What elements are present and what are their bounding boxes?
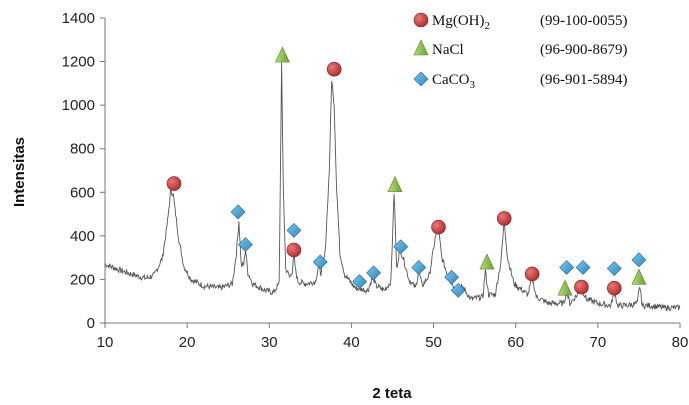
x-tick-label: 50 <box>425 334 442 351</box>
x-tick-label: 70 <box>590 334 607 351</box>
diamond-peak-marker <box>393 239 409 255</box>
x-ticks: 10 20 30 40 50 60 70 80 <box>97 323 689 351</box>
legend-label: CaCO <box>432 72 470 88</box>
legend-label: Mg(OH) <box>432 13 485 29</box>
y-tick-label: 800 <box>70 141 95 158</box>
triangle-peak-marker <box>479 253 495 270</box>
diamond-peak-marker <box>450 282 466 298</box>
legend-card-code: (96-901-5894) <box>540 72 627 88</box>
legend-circle-icon <box>413 12 429 28</box>
circle-peak-marker <box>166 176 182 191</box>
diamond-peak-marker <box>411 260 427 275</box>
diamond-peak-marker <box>230 204 246 220</box>
x-tick-label: 40 <box>343 334 360 351</box>
circle-peak-marker <box>326 61 342 77</box>
diamond-peak-marker <box>559 260 575 275</box>
circle-peak-marker <box>606 280 622 296</box>
triangle-peak-marker <box>631 268 647 285</box>
diamond-peak-marker <box>286 222 302 238</box>
triangle-peak-marker <box>557 279 573 296</box>
y-tick-label: 1000 <box>62 97 95 114</box>
circle-peak-marker <box>574 279 589 295</box>
x-axis-title: 2 teta <box>372 385 412 402</box>
legend-card-code: (99-100-0055) <box>540 13 627 29</box>
diamond-peak-marker <box>444 269 460 285</box>
legend-label: NaCl <box>432 42 464 58</box>
triangle-peak-marker <box>387 176 403 193</box>
legend-diamond-icon <box>413 71 429 87</box>
legend-card-code: (96-900-8679) <box>540 42 627 58</box>
legend: Mg(OH) 2 (99-100-0055) NaCl (96-900-8679) CaC… <box>413 12 627 91</box>
circle-peak-marker <box>286 242 302 258</box>
y-tick-label: 0 <box>87 315 95 332</box>
y-tick-label: 1400 <box>62 10 95 27</box>
circle-peak-marker <box>524 266 540 282</box>
circle-peak-marker <box>431 219 446 235</box>
diamond-peak-marker <box>606 261 622 276</box>
axes <box>104 18 680 324</box>
legend-label-subscript: 2 <box>485 20 491 32</box>
y-axis-title: Intensitas <box>11 137 28 207</box>
series-layer <box>104 62 681 312</box>
diamond-peak-marker <box>366 265 382 281</box>
legend-label-subscript: 3 <box>470 79 476 91</box>
diamond-peak-marker <box>352 274 368 290</box>
diamond-peak-marker <box>238 237 253 252</box>
x-tick-label: 80 <box>672 334 689 351</box>
y-tick-label: 600 <box>70 184 95 201</box>
circle-peak-marker <box>496 211 512 226</box>
x-tick-label: 60 <box>507 334 524 351</box>
peak-markers <box>166 46 647 298</box>
xrd-trace-line <box>104 62 681 312</box>
triangle-peak-marker <box>274 46 290 63</box>
x-tick-label: 20 <box>179 334 196 351</box>
diamond-peak-marker <box>312 254 328 270</box>
y-tick-label: 1200 <box>62 54 95 71</box>
diamond-peak-marker <box>575 260 591 275</box>
x-tick-label: 30 <box>261 334 278 351</box>
y-ticks: 0 200 400 600 800 1000 1200 1400 <box>62 10 105 332</box>
diamond-peak-marker <box>631 252 647 268</box>
x-tick-label: 10 <box>97 334 114 351</box>
y-tick-label: 200 <box>70 271 95 288</box>
y-tick-label: 400 <box>70 228 95 245</box>
legend-triangle-icon <box>413 39 429 56</box>
